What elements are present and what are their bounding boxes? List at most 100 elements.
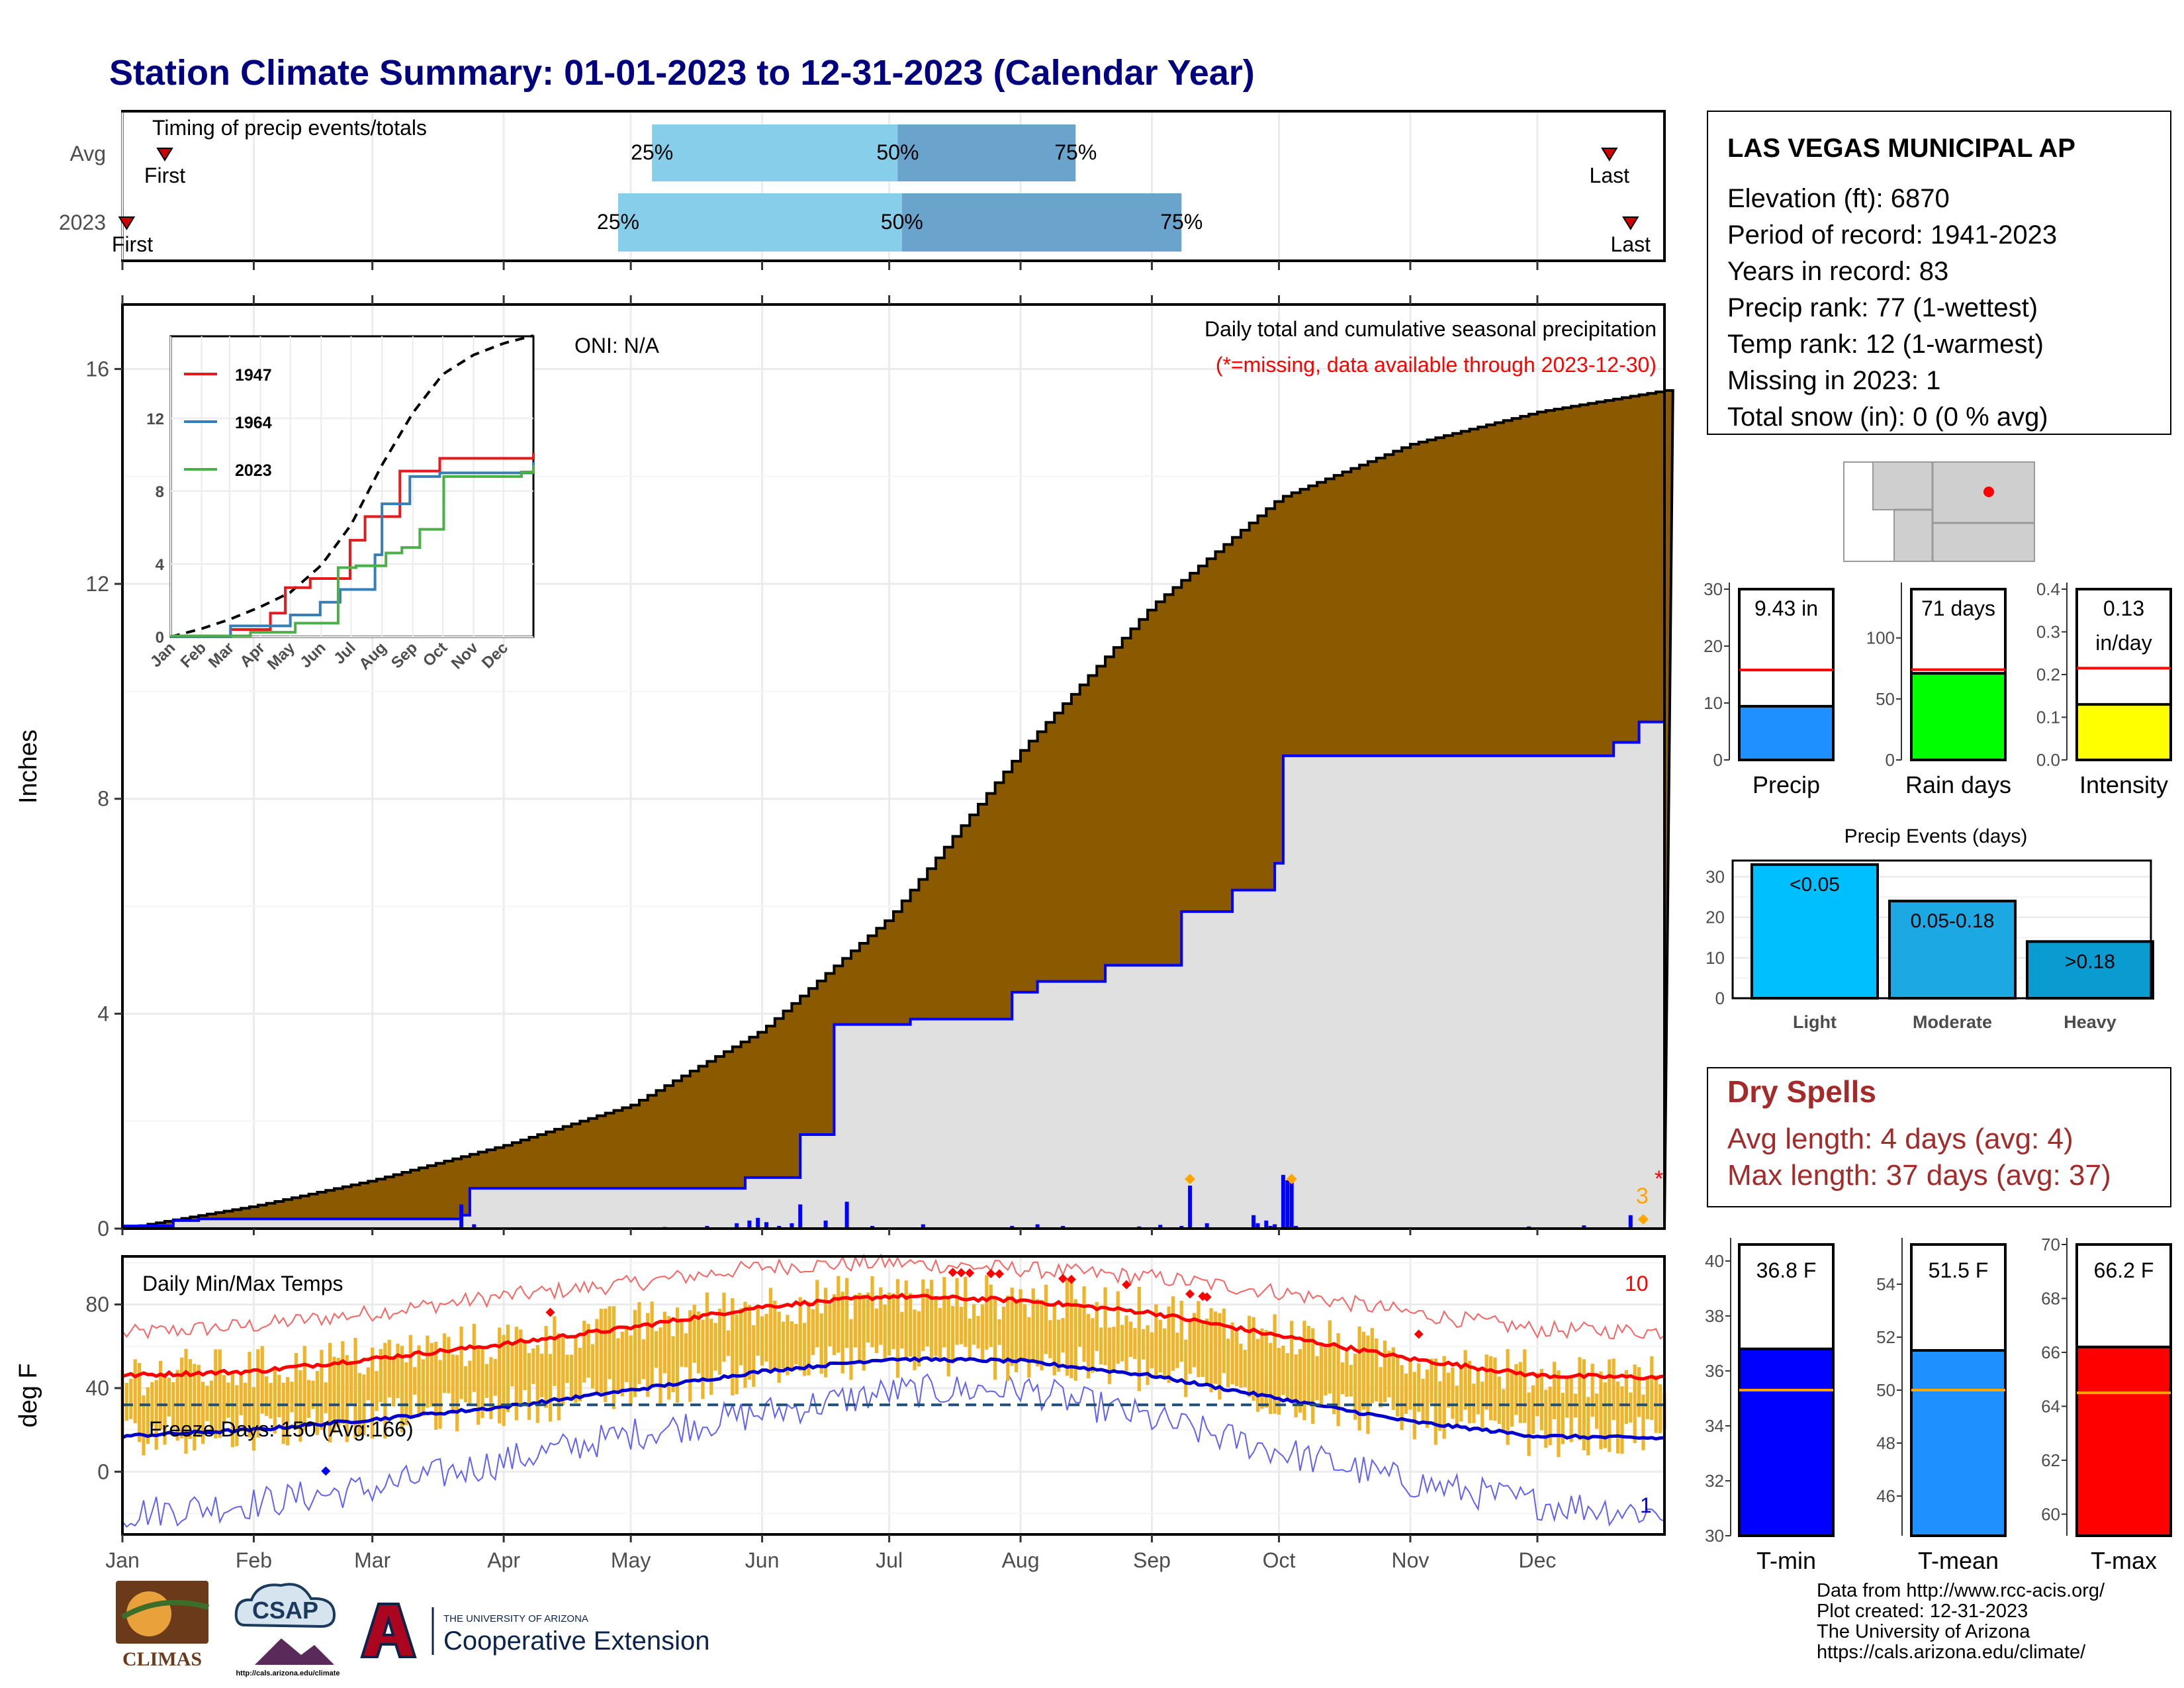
daily-temp-bar <box>913 1309 917 1370</box>
daily-precip-bar <box>870 1225 874 1229</box>
daily-temp-bar <box>837 1276 841 1353</box>
daily-temp-bar <box>739 1308 743 1366</box>
daily-temp-bar <box>1361 1331 1366 1410</box>
daily-temp-bar <box>248 1352 251 1438</box>
daily-temp-bar <box>1150 1332 1154 1369</box>
daily-temp-bar <box>705 1292 709 1380</box>
daily-precip-bar <box>1035 1224 1040 1229</box>
record-high-marker <box>1066 1274 1076 1284</box>
temp-tick-label: 80 <box>85 1293 109 1317</box>
daily-temp-bar <box>972 1304 976 1345</box>
daily-temp-bar <box>154 1380 158 1450</box>
daily-temp-bar <box>895 1279 900 1378</box>
temp-tick-label: 0 <box>97 1460 109 1483</box>
daily-temp-bar <box>802 1323 807 1376</box>
daily-precip-bar <box>1294 1225 1298 1229</box>
daily-temp-bar <box>514 1327 518 1421</box>
daily-temp-bar <box>1531 1385 1535 1434</box>
month-label: Jun <box>745 1548 780 1572</box>
daily-temp-bar <box>226 1382 230 1418</box>
daily-precip-bar <box>823 1220 828 1229</box>
daily-temp-bar <box>819 1313 823 1374</box>
daily-temp-bar <box>167 1378 171 1417</box>
tmin-tick-label: 30 <box>1705 1526 1724 1546</box>
daily-temp-bar <box>1273 1314 1277 1414</box>
daily-temp-bar <box>379 1348 383 1403</box>
daily-temp-bar <box>717 1308 722 1375</box>
daily-temp-bar <box>680 1319 684 1367</box>
daily-temp-bar <box>1281 1345 1285 1395</box>
daily-temp-bar <box>1582 1359 1586 1450</box>
rain-days-tick-label: 50 <box>1876 689 1895 709</box>
record-min-count: 1 <box>1640 1493 1652 1517</box>
inset-avg-line <box>170 334 534 638</box>
daily-temp-bar <box>1396 1357 1400 1417</box>
events-frame <box>1731 859 2152 1000</box>
daily-temp-bar <box>1052 1304 1056 1376</box>
precip-record-marker <box>1185 1174 1196 1185</box>
daily-temp-bar <box>417 1345 421 1417</box>
timing-q25-label: 25% <box>631 140 673 164</box>
precip-total-tick-label: 20 <box>1704 636 1723 656</box>
daily-temp-bar <box>764 1313 768 1362</box>
temp-frame <box>121 1255 1666 1536</box>
events-title: Precip Events (days) <box>1844 825 2028 847</box>
precip-tick-label: 0 <box>97 1217 109 1241</box>
daily-temp-bar <box>1124 1315 1128 1372</box>
daily-temp-bar <box>251 1387 256 1451</box>
daily-temp-bar <box>1637 1367 1641 1417</box>
daily-temp-bar <box>1073 1299 1077 1381</box>
daily-temp-bar <box>756 1305 760 1356</box>
daily-temp-bar <box>934 1297 938 1356</box>
daily-temp-bar <box>1514 1364 1518 1415</box>
daily-temp-bar <box>815 1280 819 1348</box>
events-bar <box>2026 940 2154 1000</box>
daily-temp-bar <box>1502 1389 1506 1431</box>
daily-precip-bar <box>705 1225 709 1229</box>
precip-total-tick-label: 30 <box>1704 579 1723 599</box>
daily-temp-bar <box>193 1364 197 1451</box>
daily-temp-bar <box>1205 1318 1209 1386</box>
daily-temp-bar <box>985 1275 989 1350</box>
daily-temp-bar <box>1506 1349 1510 1445</box>
daily-temp-bar <box>900 1311 904 1349</box>
temp-y-axis-title: deg F <box>15 1363 42 1427</box>
timing-panel: 25% 50% 75% First Last 25% 50% 75% First Last Tim… <box>59 110 1666 262</box>
ua-big-text: Cooperative Extension <box>443 1626 709 1656</box>
daily-temp-bar <box>1658 1384 1662 1434</box>
daily-temp-bar <box>341 1341 345 1424</box>
daily-temp-bar <box>713 1323 717 1371</box>
daily-temp-bar <box>302 1346 306 1431</box>
daily-temp-bar <box>870 1276 874 1348</box>
daily-temp-bar <box>1472 1383 1476 1423</box>
daily-temp-bar <box>646 1313 650 1397</box>
precip-caption: Daily total and cumulative seasonal prec… <box>1205 317 1657 341</box>
first-event-marker <box>156 148 173 162</box>
record-max-line <box>122 1253 1665 1340</box>
daily-temp-bar <box>997 1319 1001 1345</box>
daily-temp-bar <box>349 1360 353 1406</box>
daily-temp-bar <box>917 1311 921 1367</box>
station-period: Period of record: 1941-2023 <box>1727 220 2057 250</box>
daily-temp-bar <box>1006 1295 1010 1382</box>
climas-logo: CLIMAS <box>109 1581 215 1673</box>
daily-temp-bar <box>1112 1327 1116 1374</box>
daily-temp-bar <box>1484 1354 1488 1410</box>
daily-temp-bar <box>281 1382 285 1444</box>
record-high-marker <box>1058 1274 1068 1284</box>
legend-2023-label: 2023 <box>235 461 272 480</box>
daily-temp-bar <box>1603 1382 1607 1448</box>
daily-temp-bar <box>1590 1364 1594 1417</box>
daily-temp-bar <box>1612 1358 1615 1421</box>
daily-temp-bar <box>201 1382 205 1444</box>
daily-temp-bar <box>1645 1376 1649 1419</box>
daily-temp-bar <box>357 1373 362 1436</box>
timing-q75-label: 75% <box>1054 140 1097 164</box>
timing-box-upper <box>897 124 1076 181</box>
daily-temp-bar <box>1120 1325 1124 1362</box>
daily-temp-bar <box>133 1359 137 1423</box>
daily-temp-bar <box>519 1329 523 1407</box>
precip-total-tick-label: 0 <box>1713 750 1723 770</box>
events-tick-label: 10 <box>1706 948 1725 968</box>
daily-temp-bar <box>1370 1328 1374 1403</box>
